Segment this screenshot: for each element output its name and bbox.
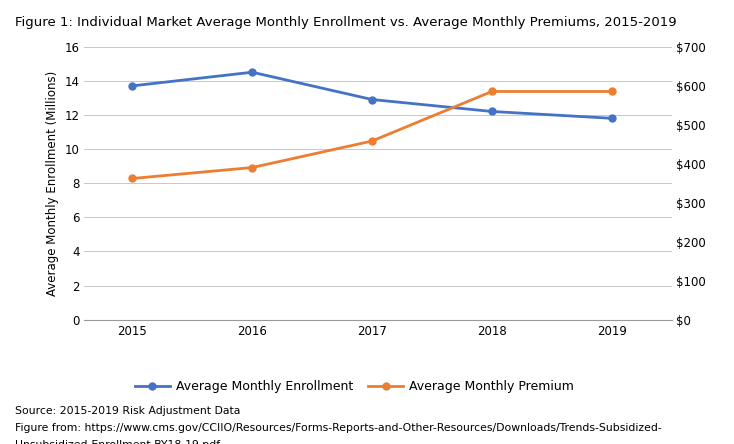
Text: Unsubsidized-Enrollment-BY18-19.pdf: Unsubsidized-Enrollment-BY18-19.pdf	[15, 440, 219, 444]
Text: Figure 1: Individual Market Average Monthly Enrollment vs. Average Monthly Premi: Figure 1: Individual Market Average Mont…	[15, 16, 676, 28]
Y-axis label: Average Monthly Enrollment (Millions): Average Monthly Enrollment (Millions)	[46, 71, 59, 296]
Text: Source: 2015-2019 Risk Adjustment Data: Source: 2015-2019 Risk Adjustment Data	[15, 406, 240, 416]
Text: Figure from: https://www.cms.gov/CCIIO/Resources/Forms-Reports-and-Other-Resourc: Figure from: https://www.cms.gov/CCIIO/R…	[15, 423, 661, 433]
Legend: Average Monthly Enrollment, Average Monthly Premium: Average Monthly Enrollment, Average Mont…	[130, 375, 579, 398]
